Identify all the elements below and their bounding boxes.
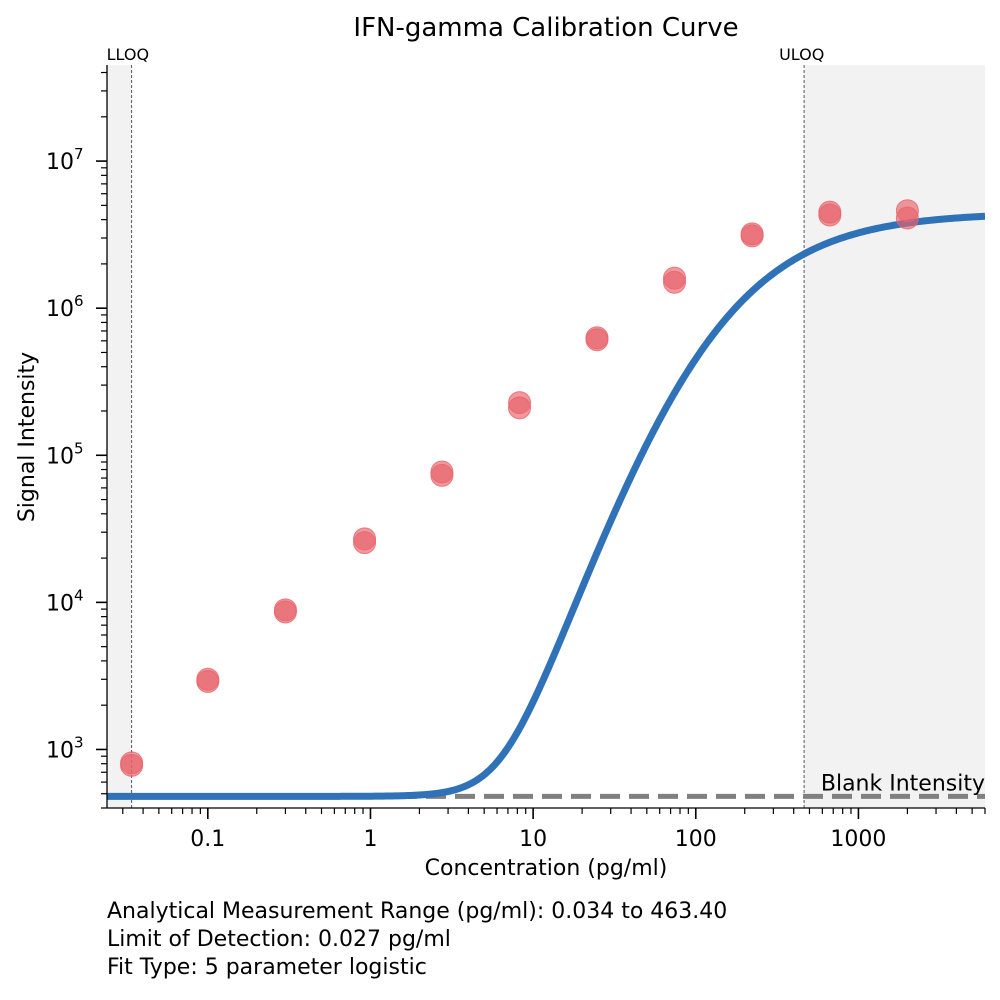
fit-curve xyxy=(107,212,985,800)
y-tick-label: 103 xyxy=(46,733,84,763)
data-point xyxy=(585,326,609,350)
x-tick-label: 1 xyxy=(363,827,377,852)
below-lloq-region xyxy=(107,65,132,808)
lloq-label: LLOQ xyxy=(107,45,149,64)
chart-title: IFN-gamma Calibration Curve xyxy=(353,13,738,43)
y-tick-label: 107 xyxy=(46,145,84,175)
x-axis-title: Concentration (pg/ml) xyxy=(425,856,668,881)
x-tick-label: 100 xyxy=(675,827,717,852)
data-point xyxy=(740,222,764,246)
x-tick-label: 10 xyxy=(519,827,547,852)
data-point xyxy=(196,667,220,691)
fit-type-text: Fit Type: 5 parameter logistic xyxy=(107,955,427,980)
y-tick-label: 104 xyxy=(46,586,84,616)
data-point xyxy=(508,391,532,415)
data-point xyxy=(353,527,377,551)
data-point xyxy=(895,199,919,223)
lod-text: Limit of Detection: 0.027 pg/ml xyxy=(107,927,451,952)
uloq-label: ULOQ xyxy=(779,45,824,64)
y-axis-title: Signal Intensity xyxy=(15,352,40,522)
data-point xyxy=(273,598,297,622)
blank-intensity-label: Blank Intensity xyxy=(821,771,985,796)
x-tick-label: 0.1 xyxy=(190,827,225,852)
chart-footer: Analytical Measurement Range (pg/ml): 0.… xyxy=(107,898,727,982)
data-point xyxy=(663,266,687,290)
amr-text: Analytical Measurement Range (pg/ml): 0.… xyxy=(107,899,728,924)
x-tick-label: 1000 xyxy=(830,827,886,852)
y-tick-label: 105 xyxy=(46,439,84,469)
data-point xyxy=(818,200,842,224)
above-uloq-region xyxy=(804,65,985,808)
y-tick-label: 106 xyxy=(46,292,84,322)
data-point xyxy=(430,460,454,484)
data-point xyxy=(120,751,144,775)
